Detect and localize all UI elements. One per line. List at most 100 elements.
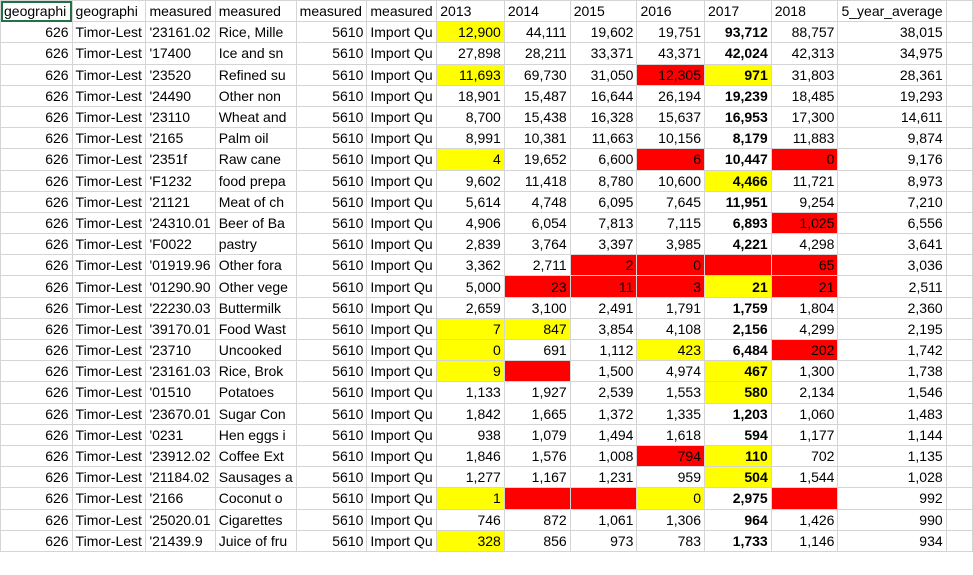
table-cell[interactable]: 3 [636, 275, 705, 298]
table-cell[interactable]: Timor-Lest [71, 211, 147, 235]
table-cell[interactable]: 1 [436, 487, 505, 510]
table-cell[interactable]: 1,759 [704, 296, 772, 319]
table-cell[interactable]: Import Qu [366, 148, 438, 171]
table-cell[interactable]: Import Qu [366, 42, 438, 65]
table-cell[interactable]: 5610 [295, 42, 368, 65]
table-cell[interactable]: 4,906 [436, 211, 505, 235]
table-cell[interactable]: '21439.9 [145, 529, 216, 552]
table-cell[interactable]: '21184.02 [145, 466, 216, 489]
header-cell[interactable]: 2015 [569, 0, 638, 23]
table-cell[interactable]: 1,144 [837, 423, 947, 446]
table-cell[interactable]: 11,693 [436, 63, 505, 86]
table-cell[interactable]: 6,893 [704, 211, 772, 235]
table-cell[interactable]: 33,371 [569, 42, 638, 65]
table-cell[interactable]: Import Qu [366, 444, 438, 468]
table-cell[interactable]: 8,973 [837, 169, 947, 192]
table-cell[interactable]: 18,901 [436, 84, 505, 107]
empty-cell[interactable] [945, 360, 973, 383]
table-cell[interactable]: 1,500 [569, 360, 638, 383]
table-cell[interactable]: 973 [569, 529, 638, 552]
header-cell[interactable]: 2014 [503, 0, 571, 23]
table-cell[interactable]: 992 [837, 487, 947, 510]
table-cell[interactable]: 1,733 [704, 529, 772, 552]
table-cell[interactable]: Hen eggs i [214, 423, 297, 446]
table-cell[interactable]: 1,804 [770, 296, 839, 319]
empty-cell[interactable] [945, 317, 973, 341]
table-cell[interactable]: 5,614 [436, 190, 505, 213]
table-cell[interactable]: '21121 [145, 190, 216, 213]
empty-cell[interactable] [945, 190, 973, 213]
table-cell[interactable]: 964 [704, 508, 772, 531]
table-cell[interactable]: 626 [0, 254, 73, 277]
table-cell[interactable]: '23110 [145, 105, 216, 129]
empty-cell[interactable] [945, 402, 973, 425]
table-cell[interactable]: '24490 [145, 84, 216, 107]
table-cell[interactable]: Timor-Lest [71, 466, 147, 489]
table-cell[interactable]: 580 [704, 381, 772, 404]
table-cell[interactable]: 626 [0, 402, 73, 425]
table-cell[interactable]: 7,210 [837, 190, 947, 213]
table-cell[interactable]: 626 [0, 190, 73, 213]
table-cell[interactable]: 28,361 [837, 63, 947, 86]
table-cell[interactable]: 872 [503, 508, 571, 531]
table-cell[interactable]: Import Qu [366, 105, 438, 129]
table-cell[interactable]: 42,024 [704, 42, 772, 65]
table-cell[interactable]: '01919.96 [145, 254, 216, 277]
empty-cell[interactable] [945, 84, 973, 107]
empty-cell[interactable] [945, 21, 973, 44]
table-cell[interactable]: 4,298 [770, 233, 839, 256]
header-cell[interactable]: 2017 [704, 0, 772, 23]
table-cell[interactable]: 12,900 [436, 21, 505, 44]
header-cell[interactable]: measured [295, 0, 368, 23]
table-cell[interactable]: 1,079 [503, 423, 571, 446]
table-cell[interactable]: Timor-Lest [71, 21, 147, 44]
table-cell[interactable]: 19,652 [503, 148, 571, 171]
table-cell[interactable]: 8,780 [569, 169, 638, 192]
header-cell[interactable]: 2013 [436, 0, 505, 23]
table-cell[interactable]: Import Qu [366, 466, 438, 489]
table-cell[interactable]: 6,600 [569, 148, 638, 171]
table-cell[interactable]: Timor-Lest [71, 487, 147, 510]
table-cell[interactable]: Import Qu [366, 233, 438, 256]
table-cell[interactable]: 5610 [295, 423, 368, 446]
table-cell[interactable]: 2 [569, 254, 638, 277]
table-cell[interactable]: 1,061 [569, 508, 638, 531]
table-cell[interactable]: Timor-Lest [71, 169, 147, 192]
table-cell[interactable]: 93,712 [704, 21, 772, 44]
table-cell[interactable]: Import Qu [366, 63, 438, 86]
table-cell[interactable]: Timor-Lest [71, 444, 147, 468]
table-cell[interactable]: 16,953 [704, 105, 772, 129]
empty-cell[interactable] [945, 487, 973, 510]
table-cell[interactable]: 2,711 [503, 254, 571, 277]
table-cell[interactable]: 626 [0, 42, 73, 65]
table-cell[interactable]: 1,177 [770, 423, 839, 446]
table-cell[interactable]: 5610 [295, 487, 368, 510]
table-cell[interactable]: 6,556 [837, 211, 947, 235]
table-cell[interactable]: 10,381 [503, 127, 571, 150]
table-cell[interactable]: 0 [636, 487, 705, 510]
table-cell[interactable]: Timor-Lest [71, 529, 147, 552]
table-cell[interactable]: 856 [503, 529, 571, 552]
table-cell[interactable]: 3,641 [837, 233, 947, 256]
table-cell[interactable]: 1,544 [770, 466, 839, 489]
table-cell[interactable]: '2166 [145, 487, 216, 510]
table-cell[interactable]: 1,146 [770, 529, 839, 552]
table-cell[interactable]: 467 [704, 360, 772, 383]
table-cell[interactable]: Timor-Lest [71, 84, 147, 107]
table-cell[interactable]: 626 [0, 423, 73, 446]
table-cell[interactable] [569, 487, 638, 510]
table-cell[interactable]: Timor-Lest [71, 190, 147, 213]
empty-cell[interactable] [945, 0, 973, 23]
table-cell[interactable]: 10,156 [636, 127, 705, 150]
table-cell[interactable]: 6 [636, 148, 705, 171]
table-cell[interactable]: Import Qu [366, 127, 438, 150]
table-cell[interactable]: Timor-Lest [71, 105, 147, 129]
table-cell[interactable]: 27,898 [436, 42, 505, 65]
table-cell[interactable]: 5610 [295, 169, 368, 192]
empty-cell[interactable] [945, 148, 973, 171]
table-cell[interactable]: Timor-Lest [71, 296, 147, 319]
table-cell[interactable]: 11,721 [770, 169, 839, 192]
header-cell[interactable]: 2018 [770, 0, 839, 23]
table-cell[interactable]: 8,700 [436, 105, 505, 129]
